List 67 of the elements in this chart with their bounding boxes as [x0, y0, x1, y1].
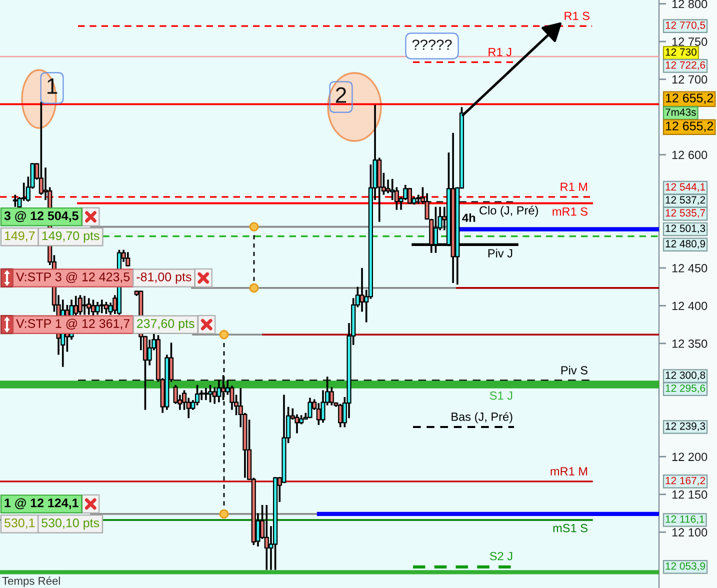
ref-line-label: Clo (J, Pré)	[480, 206, 538, 217]
ref-line-label: Bas (J, Pré)	[452, 412, 512, 424]
text: 12 053,9	[666, 562, 706, 571]
text: 7m43s	[666, 108, 696, 116]
ref-line-label: Piv S	[561, 366, 588, 374]
y-tick-label: 12 600	[672, 150, 708, 160]
text: 12 116,1	[666, 515, 704, 524]
ref-line-label: R1 S	[564, 12, 590, 20]
text: 12 300,8	[666, 371, 706, 380]
candlestick	[194, 384, 200, 406]
annotation: 1	[48, 78, 58, 94]
ref-line-label: mR1 S	[552, 207, 588, 216]
candlestick	[204, 387, 208, 401]
y-tick-label: 12 100	[672, 528, 708, 537]
text: 12 730	[666, 48, 696, 56]
annotation: V:STP 3 @ 12 423,5	[16, 272, 130, 283]
annotation: 1 @ 12 124,1	[4, 498, 78, 510]
ref-line-label: S1 J	[490, 391, 512, 400]
candlestick	[78, 294, 82, 316]
text: 12 544,1	[666, 183, 706, 192]
text: 12 167,2	[666, 476, 706, 486]
annotation: 530,10 pts	[42, 518, 100, 530]
text: 12 770,5	[666, 21, 706, 30]
candlestick	[90, 298, 96, 318]
text: 12 501,3	[666, 224, 706, 234]
ref-line-label: 4h	[462, 213, 476, 222]
ref-line-label: Piv J	[488, 248, 512, 258]
candlestick	[126, 251, 130, 268]
y-tick-label: 12 750	[672, 38, 708, 46]
y-tick-label: 12 350	[672, 339, 708, 348]
candlestick	[308, 396, 312, 420]
candlestick	[104, 301, 109, 315]
text: 12 655,2	[666, 94, 714, 104]
text: 12 537,2	[666, 196, 706, 205]
annotation: 530,1	[4, 518, 35, 529]
text: 12 480,9	[666, 240, 706, 249]
annotation: 149,7	[4, 231, 35, 242]
annotation: 237,60 pts	[137, 319, 194, 330]
y-tick-label: 12 150	[672, 490, 708, 499]
text: 12 655,2	[666, 122, 714, 132]
ref-line-label: R1 M	[560, 182, 588, 191]
annotation: V:STP 1 @ 12 361,7	[16, 318, 130, 330]
ref-line-label: R1 J	[488, 48, 512, 56]
annotation: ?????	[412, 40, 452, 50]
y-tick-label: 12 800	[672, 0, 708, 8]
y-tick-label: 12 200	[672, 452, 708, 462]
y-tick-label: 12 400	[672, 302, 708, 310]
candlestick	[100, 298, 104, 314]
text: 12 295,6	[666, 384, 706, 394]
ref-line-label: mR1 M	[550, 467, 588, 476]
y-tick-label: 12 450	[672, 264, 708, 272]
ref-line-label: S2 J	[490, 552, 512, 560]
y-tick-label: 12 700	[672, 75, 708, 84]
text: 12 722,6	[666, 61, 706, 70]
annotation: -81,00 pts	[136, 272, 192, 284]
candlestick	[212, 386, 217, 405]
candlestick	[86, 297, 92, 316]
candlestick	[82, 294, 87, 316]
ref-line-label: mS1 S	[553, 524, 588, 532]
text: 12 239,3	[666, 422, 706, 432]
candlestick	[208, 384, 213, 404]
text: 12 535,7	[666, 209, 706, 218]
annotation: 2	[336, 87, 346, 103]
annotation: 149,70 pts	[42, 231, 100, 243]
candlestick	[95, 301, 100, 316]
annotation: Temps Réel	[2, 576, 60, 587]
annotation: 3 @ 12 504,5	[4, 211, 78, 222]
